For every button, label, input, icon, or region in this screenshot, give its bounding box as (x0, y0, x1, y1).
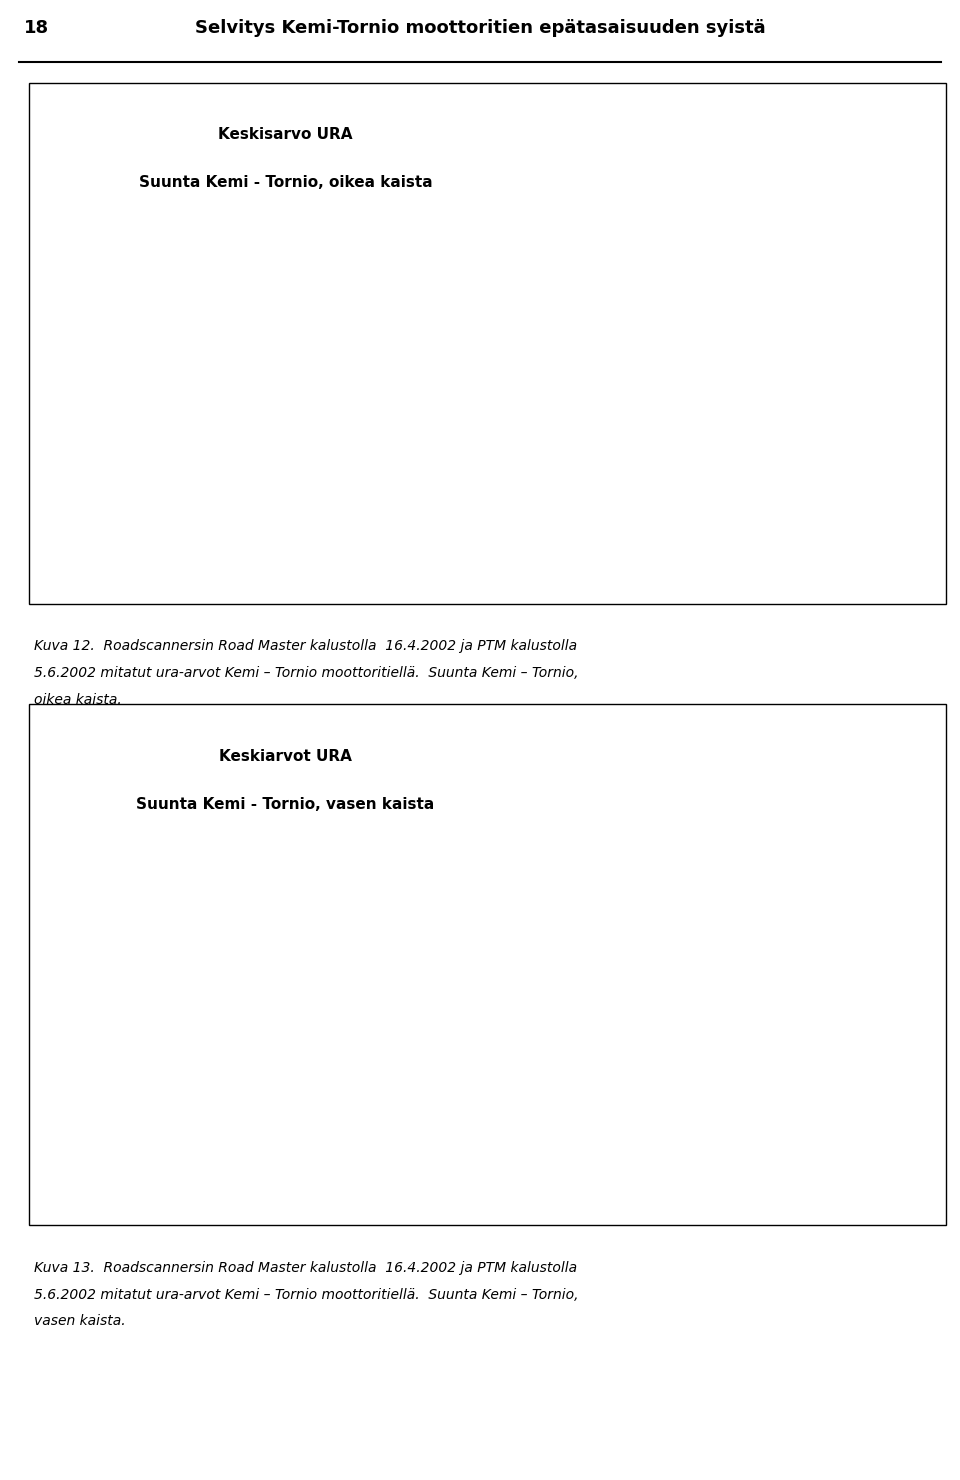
Text: PMS keskiarvo Tieliikelaitos: PMS keskiarvo Tieliikelaitos (626, 152, 787, 164)
Bar (554, 774, 610, 786)
Bar (183, 1005, 215, 1174)
Bar (554, 152, 610, 164)
Text: 2,74: 2,74 (216, 1069, 247, 1082)
Bar (554, 102, 610, 112)
FancyBboxPatch shape (538, 95, 938, 247)
Text: Suunta Kemi - Tornio, vasen kaista: Suunta Kemi - Tornio, vasen kaista (136, 796, 435, 811)
Text: Keskiarvot URA: Keskiarvot URA (219, 749, 352, 764)
Text: 3,14: 3,14 (216, 434, 247, 447)
Bar (554, 724, 610, 734)
Text: 3,63: 3,63 (152, 417, 182, 431)
Text: 18: 18 (24, 19, 49, 37)
Text: Selvitys Kemi-Tornio moottoritien epätasaisuuden syistä: Selvitys Kemi-Tornio moottoritien epätas… (195, 19, 765, 37)
Text: PTM harjanne 5.6.2002: PTM harjanne 5.6.2002 (626, 203, 762, 216)
Text: oikea kaista.: oikea kaista. (34, 693, 121, 706)
Text: Harjanne keskiarvo Tieliikelaitos: Harjanne keskiarvo Tieliikelaitos (626, 747, 817, 761)
X-axis label: Paaluväli (m): Paaluväli (m) (461, 579, 564, 593)
Text: 6,54: 6,54 (184, 324, 215, 336)
Bar (152, 1092, 182, 1174)
Bar (216, 1085, 247, 1174)
Bar (554, 127, 610, 139)
Y-axis label: URA (mm): URA (mm) (41, 992, 55, 1063)
Text: 2,52: 2,52 (152, 1076, 182, 1088)
Text: PTM PMS-URA 5.6.2002: PTM PMS-URA 5.6.2002 (626, 850, 762, 863)
Text: Suunta Kemi - Tornio, oikea kaista: Suunta Kemi - Tornio, oikea kaista (138, 175, 432, 189)
Text: PMS keskiarvo Tieliikelaitos: PMS keskiarvo Tieliikelaitos (626, 774, 787, 786)
Text: 5.6.2002 mitatut ura-arvot Kemi – Tornio moottoritiellä.  Suunta Kemi – Tornio,: 5.6.2002 mitatut ura-arvot Kemi – Tornio… (34, 666, 578, 679)
Text: Kuva 12.  Roadscannersin Road Master kalustolla  16.4.2002 ja PTM kalustolla: Kuva 12. Roadscannersin Road Master kalu… (34, 639, 577, 653)
Text: Keskisarvo URA: Keskisarvo URA (218, 127, 352, 142)
Text: PTM PMS-URA 5.6.2002: PTM PMS-URA 5.6.2002 (626, 228, 762, 241)
FancyBboxPatch shape (538, 716, 938, 869)
Text: Roadscanners 16.4.2002: Roadscanners 16.4.2002 (626, 178, 772, 191)
X-axis label: Paaluväli (m): Paaluväli (m) (461, 1200, 564, 1215)
Y-axis label: URA (mm): URA (mm) (41, 370, 55, 441)
Bar (152, 434, 182, 552)
Text: vasen kaista.: vasen kaista. (34, 1314, 125, 1328)
Text: 5.6.2002 mitatut ura-arvot Kemi – Tornio moottoritiellä.  Suunta Kemi – Tornio,: 5.6.2002 mitatut ura-arvot Kemi – Tornio… (34, 1288, 578, 1301)
Text: Kuva 13.  Roadscannersin Road Master kalustolla  16.4.2002 ja PTM kalustolla: Kuva 13. Roadscannersin Road Master kalu… (34, 1261, 577, 1274)
Text: Keskiarvo Roadscanners: Keskiarvo Roadscanners (626, 101, 769, 114)
Bar (216, 450, 247, 552)
Bar (554, 749, 610, 761)
Text: Harjanne keskiarvo Tieliikelaitos: Harjanne keskiarvo Tieliikelaitos (626, 126, 817, 139)
Text: Keskiarvo Roadscanners: Keskiarvo Roadscanners (626, 722, 769, 736)
Text: PTM harjanne 5.6.2002: PTM harjanne 5.6.2002 (626, 824, 762, 838)
Text: 5,21: 5,21 (183, 989, 215, 1000)
Bar (183, 340, 215, 552)
Text: Roadscanners 16.4.2002: Roadscanners 16.4.2002 (626, 799, 772, 813)
